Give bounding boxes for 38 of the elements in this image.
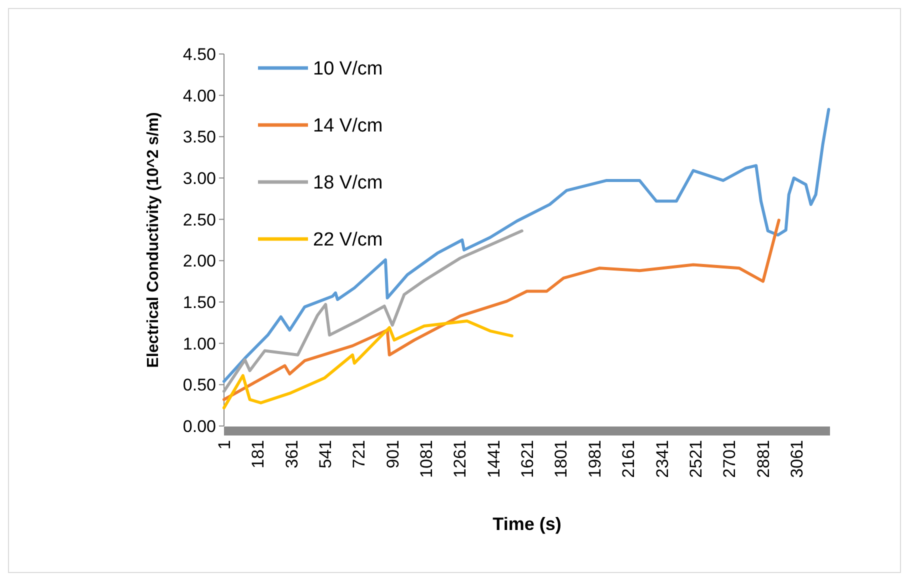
x-tick-label: 2521 (686, 440, 706, 478)
x-axis-title: Time (s) (492, 514, 562, 534)
legend-label: 18 V/cm (313, 172, 383, 194)
y-tick-label: 2.00 (182, 252, 216, 271)
legend-label: 14 V/cm (313, 116, 383, 137)
y-tick-label: 3.00 (182, 168, 216, 188)
legend-label: 10 V/cm (313, 58, 383, 80)
x-tick-label: 1981 (585, 440, 604, 478)
x-tick-label: 1081 (417, 440, 436, 478)
line-series (222, 218, 780, 402)
line-series (222, 229, 524, 393)
x-tick-label: 1621 (518, 440, 538, 478)
legend-label: 22 V/cm (313, 230, 383, 251)
x-tick-label: 1261 (450, 440, 470, 478)
y-tick-label: 4.50 (182, 44, 216, 64)
x-tick-label: 2341 (652, 440, 672, 478)
y-tick-label: 1.50 (182, 292, 216, 312)
line-series (222, 320, 514, 410)
y-tick-label: 1.00 (182, 334, 216, 354)
y-tick-label: 0.00 (182, 416, 216, 436)
x-tick-label: 181 (248, 440, 268, 468)
x-tick-label: 541 (316, 440, 335, 468)
y-tick-label: 2.50 (182, 210, 216, 230)
x-tick-label: 901 (383, 440, 402, 468)
y-tick-label: 4.00 (182, 86, 216, 106)
line-series (222, 108, 830, 383)
x-tick-label: 721 (350, 440, 369, 468)
x-tick-label: 1801 (552, 440, 571, 478)
x-tick-label: 2701 (720, 440, 740, 478)
y-tick-label: 0.50 (182, 376, 216, 395)
y-tick-label: 3.50 (182, 128, 216, 147)
y-axis-title: Electrical Conductivity (10^2 s/m) (145, 112, 162, 368)
x-tick-label: 1441 (484, 440, 504, 478)
x-tick-label: 2161 (619, 440, 638, 478)
x-tick-label: 1 (214, 440, 234, 450)
x-tick-label: 3061 (787, 440, 806, 478)
x-tick-label: 361 (282, 440, 302, 468)
x-tick-label: 2881 (754, 440, 773, 478)
